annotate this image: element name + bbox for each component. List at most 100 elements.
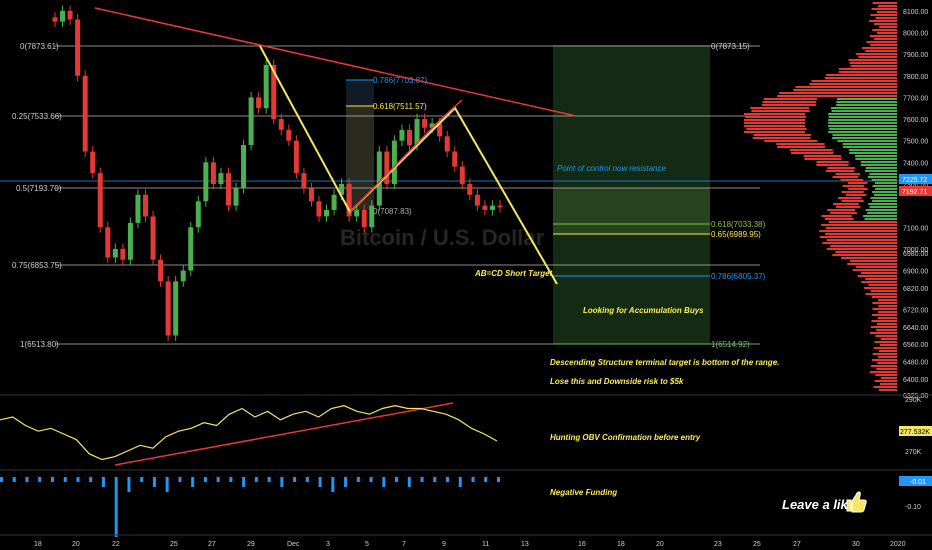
- date-axis-tick: 20: [656, 541, 664, 548]
- candle: [158, 254, 164, 287]
- candle: [497, 200, 503, 213]
- volume-profile-bar: [841, 257, 897, 259]
- volume-profile-bar: [876, 368, 897, 370]
- candle: [173, 275, 179, 341]
- price-axis-tick: 6900.00: [903, 269, 928, 276]
- volume-profile-bar: [870, 290, 897, 292]
- volume-profile-bar: [879, 344, 897, 346]
- funding-bar: [242, 477, 246, 487]
- volume-profile-bar: [861, 272, 897, 274]
- price-axis-tick: 7500.00: [903, 139, 928, 146]
- funding-bar: [344, 477, 348, 487]
- volume-profile-bar: [752, 137, 811, 139]
- candle: [120, 243, 126, 266]
- retrace-label-0786: 0.786(7703.87): [373, 76, 428, 85]
- volume-profile-bar: [868, 203, 897, 205]
- funding-bar: [433, 477, 437, 482]
- volume-profile-bar: [776, 143, 825, 145]
- volume-profile-bar: [875, 374, 897, 376]
- volume-profile-bar: [763, 98, 818, 100]
- fib-levels: [0, 45, 932, 345]
- date-axis-tick: 20: [72, 541, 80, 548]
- funding-badge-text: -0.01: [910, 479, 926, 486]
- candle: [422, 113, 428, 134]
- price-axis-tick: 7100.00: [903, 225, 928, 232]
- volume-profile-bar: [828, 119, 897, 121]
- funding-bar: [127, 477, 131, 492]
- descending-annotation: Descending Structure terminal target is …: [550, 358, 779, 367]
- volume-profile-bar: [872, 2, 897, 4]
- volume-profile-bar: [828, 122, 897, 124]
- volume-profile-bar: [870, 197, 897, 199]
- volume-profile-bar: [872, 191, 897, 193]
- volume-profile-bar: [830, 107, 897, 109]
- last-price-badge: [899, 186, 932, 196]
- price-candles: [52, 5, 503, 341]
- price-axis-tick: 7400.00: [903, 160, 928, 167]
- price-axis-tick: 6400.00: [903, 377, 928, 384]
- volume-profile-bar: [877, 317, 897, 319]
- volume-profile-bar: [830, 212, 857, 214]
- volume-profile-bar: [865, 293, 897, 295]
- funding-bar: [267, 477, 271, 482]
- funding-bar: [229, 477, 233, 482]
- volume-profile-bar: [875, 17, 897, 19]
- fib-right-label-1: 1(6514.92): [711, 340, 750, 349]
- candle: [474, 189, 480, 212]
- funding-annotation: Negative Funding: [550, 488, 617, 497]
- volume-profile-bar: [762, 101, 817, 103]
- price-axis-tick: 8000.00: [903, 30, 928, 37]
- volume-profile-bar: [845, 194, 867, 196]
- volume-profile-bar: [804, 158, 842, 160]
- volume-profile-bar: [840, 179, 864, 181]
- date-axis-tick: 23: [714, 541, 722, 548]
- candle: [489, 200, 495, 216]
- volume-profile-bar: [836, 104, 897, 106]
- obv-badge: [899, 426, 932, 436]
- funding-bar: [395, 477, 399, 482]
- accumulation-annotation: Looking for Accumulation Buys: [583, 306, 704, 315]
- volume-profile-bar: [877, 5, 897, 7]
- volume-profile-bar: [868, 176, 897, 178]
- funding-bar: [216, 477, 220, 482]
- volume-profile-bar: [870, 326, 897, 328]
- volume-profile-bar: [874, 380, 897, 382]
- volume-profile-bar: [871, 179, 897, 181]
- volume-profile-bar: [825, 233, 897, 235]
- volume-profile-bar: [832, 137, 897, 139]
- funding-bar: [191, 477, 195, 487]
- fib-right-label-065: 0.65(6989.95): [711, 230, 761, 239]
- date-axis-tick: 2020: [890, 541, 906, 548]
- volume-profile-bar: [793, 89, 897, 91]
- volume-profile-bar: [816, 164, 849, 166]
- candle: [369, 200, 375, 233]
- last-price-badge-text: 7192.71: [902, 189, 927, 196]
- volume-profile-bar: [821, 215, 852, 217]
- volume-profile-bar: [871, 8, 897, 10]
- candle: [256, 91, 262, 114]
- volume-profile-bar: [860, 164, 897, 166]
- volume-profile-bar: [842, 143, 897, 145]
- candle: [218, 167, 224, 190]
- date-axis-tick: 5: [365, 541, 369, 548]
- obv-trendline: [114, 402, 454, 466]
- volume-profile-bar: [836, 101, 897, 103]
- volume-profile-bar: [872, 302, 897, 304]
- fib-label-075: 0.75(6853.75): [12, 261, 62, 270]
- price-axis-tick: 8100.00: [903, 9, 928, 16]
- volume-profile-bar: [744, 122, 806, 124]
- volume-profile-bar: [876, 32, 897, 34]
- volume-profile-bar: [828, 131, 897, 133]
- fib-label-0: 0(7873.61): [20, 42, 59, 51]
- funding-bar: [89, 477, 93, 482]
- date-axis-tick: Dec: [287, 541, 300, 548]
- funding-badge: [899, 476, 932, 486]
- candle: [203, 156, 209, 207]
- price-axis-tick: 6640.00: [903, 325, 928, 332]
- date-axis-tick: 25: [170, 541, 178, 548]
- volume-profile-bar: [825, 227, 897, 229]
- volume-profile-bar: [855, 266, 897, 268]
- candle: [452, 146, 458, 173]
- price-axis-tick: 7900.00: [903, 52, 928, 59]
